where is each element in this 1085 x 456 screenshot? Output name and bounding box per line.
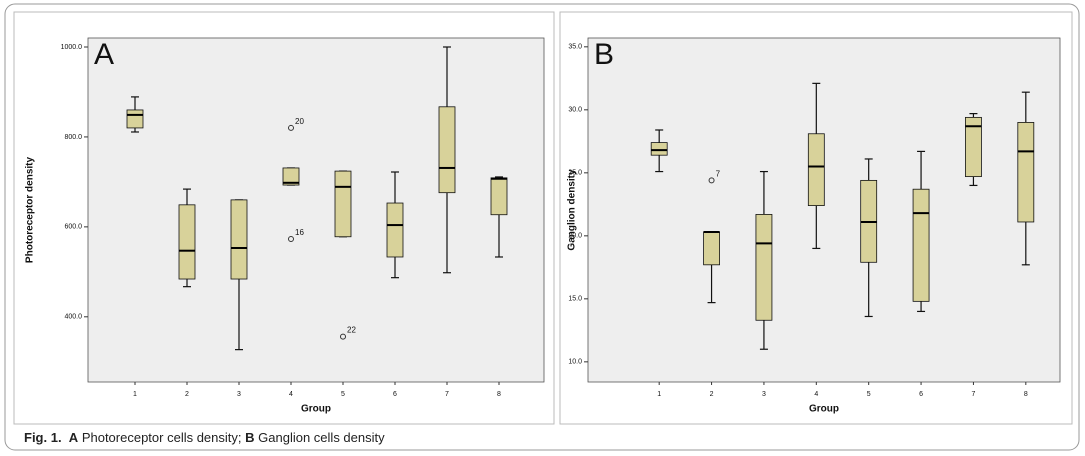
panel-letter: A (94, 38, 114, 71)
box (1017, 122, 1035, 223)
outlier (340, 333, 346, 340)
x-tick-label: 3 (237, 391, 241, 398)
box (965, 116, 982, 178)
box (807, 133, 825, 206)
x-tick-label: 1 (133, 391, 137, 398)
caption-b: B (245, 430, 255, 445)
x-axis-label: Group (809, 404, 839, 415)
caption-b-text: Ganglion cells density (258, 430, 385, 445)
plot-area (87, 37, 545, 383)
box (334, 170, 352, 238)
caption-a: A (68, 430, 79, 445)
y-tick-label: 800.0 (64, 134, 82, 141)
outlier (708, 177, 715, 184)
box (178, 204, 196, 280)
x-tick-label: 2 (710, 391, 714, 398)
outlier (288, 236, 294, 243)
y-tick-label: 30.0 (568, 107, 582, 114)
x-tick-label: 2 (185, 391, 189, 398)
box (912, 188, 930, 302)
caption-a-text: Photoreceptor cells density; (81, 430, 242, 445)
caption: Fig. 1. A Photoreceptor cells density; B… (24, 430, 385, 445)
outlier-label: 16 (295, 228, 304, 237)
panel-letter: B (594, 38, 614, 71)
x-tick-label: 3 (762, 391, 766, 398)
y-tick-label: 25.0 (568, 170, 582, 177)
x-tick-label: 8 (1024, 391, 1028, 398)
x-tick-label: 1 (657, 391, 661, 398)
y-tick-label: 35.0 (568, 44, 582, 51)
y-tick-label: 600.0 (64, 224, 82, 231)
figure-frame (4, 3, 1080, 451)
x-tick-label: 7 (445, 391, 449, 398)
y-tick-label: 10.0 (568, 359, 582, 366)
x-tick-label: 4 (289, 391, 293, 398)
y-axis-label: Photoreceptor density (25, 157, 36, 264)
box (703, 231, 720, 266)
x-tick-label: 4 (814, 391, 818, 398)
box (650, 142, 668, 156)
caption-label: Fig. 1. (24, 430, 62, 445)
outlier-label: 7 (716, 169, 721, 178)
x-tick-label: 7 (971, 391, 975, 398)
x-tick-label: 5 (867, 391, 871, 398)
box (490, 177, 508, 216)
plot-area (587, 37, 1061, 383)
box (386, 202, 404, 258)
x-tick-label: 8 (497, 391, 501, 398)
y-tick-label: 400.0 (64, 314, 82, 321)
box (230, 199, 248, 280)
x-axis-label: Group (301, 404, 331, 415)
box (438, 106, 456, 194)
box (282, 167, 300, 186)
y-tick-label: 1000.0 (61, 44, 83, 51)
x-tick-label: 6 (919, 391, 923, 398)
outlier-label: 22 (347, 326, 356, 335)
outlier-label: 20 (295, 117, 304, 126)
outlier (288, 124, 294, 131)
box (126, 109, 144, 129)
x-tick-label: 6 (393, 391, 397, 398)
x-tick-label: 5 (341, 391, 345, 398)
y-tick-label: 20.0 (568, 233, 582, 240)
y-tick-label: 15.0 (568, 296, 582, 303)
box (755, 214, 773, 321)
y-axis-label: Ganglion density (567, 169, 578, 251)
